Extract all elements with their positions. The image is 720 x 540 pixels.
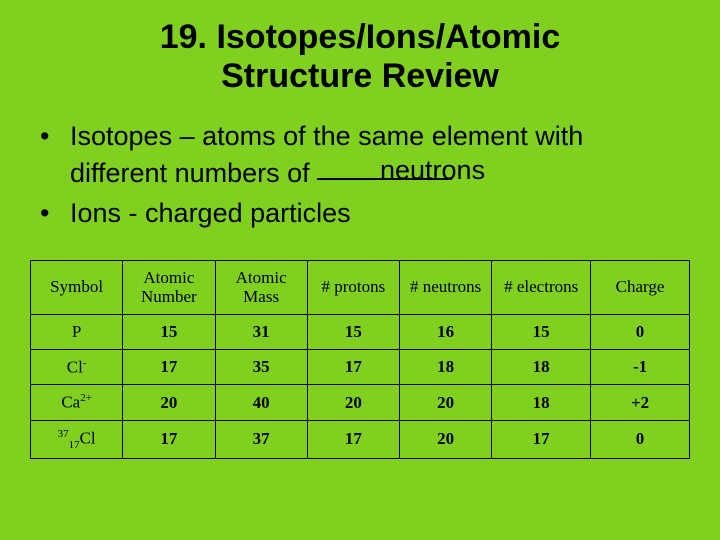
table-cell: 35 [215, 349, 307, 385]
table-row: Cl-1735171818-1 [31, 349, 690, 385]
table-cell: 0 [591, 420, 690, 458]
slide-title: 19. Isotopes/Ions/Atomic Structure Revie… [30, 18, 690, 96]
table-cell: 20 [123, 385, 215, 421]
table-row: Ca2+2040202018+2 [31, 385, 690, 421]
slide: 19. Isotopes/Ions/Atomic Structure Revie… [0, 0, 720, 540]
table-cell: Ca2+ [31, 385, 123, 421]
table-cell: 18 [400, 349, 492, 385]
isotopes-def-line2-prefix: different numbers of [70, 158, 317, 188]
table-header-cell: # protons [307, 260, 399, 314]
table-cell: 17 [123, 420, 215, 458]
table-header-cell: AtomicNumber [123, 260, 215, 314]
table-cell: P [31, 314, 123, 349]
table-cell: +2 [591, 385, 690, 421]
table-header-row: SymbolAtomicNumberAtomicMass# protons# n… [31, 260, 690, 314]
bullet-item: • Ions - charged particles [40, 195, 690, 231]
table-header-cell: # neutrons [400, 260, 492, 314]
table-cell: 3717Cl [31, 420, 123, 458]
ions-answer: charged particles [145, 198, 351, 228]
isotopes-answer: neutrons [380, 152, 485, 188]
table-cell: 15 [492, 314, 591, 349]
bullet-text: Ions - charged particles [70, 195, 690, 231]
table-row: P15311516150 [31, 314, 690, 349]
title-line-1: 19. Isotopes/Ions/Atomic [160, 18, 561, 56]
table-cell: 31 [215, 314, 307, 349]
table-cell: 15 [123, 314, 215, 349]
table-cell: 18 [492, 385, 591, 421]
table-cell: 17 [307, 349, 399, 385]
table-cell: 17 [123, 349, 215, 385]
table-header-cell: # electrons [492, 260, 591, 314]
table-cell: -1 [591, 349, 690, 385]
bullet-list: • Isotopes – atoms of the same element w… [30, 118, 690, 231]
bullet-item: • Isotopes – atoms of the same element w… [40, 118, 690, 191]
table-header-cell: Symbol [31, 260, 123, 314]
table-header-cell: Charge [591, 260, 690, 314]
table-cell: 18 [492, 349, 591, 385]
table-cell: Cl- [31, 349, 123, 385]
isotopes-def-line1: Isotopes – atoms of the same element wit… [70, 121, 583, 151]
table-header-cell: AtomicMass [215, 260, 307, 314]
table-cell: 15 [307, 314, 399, 349]
table-cell: 37 [215, 420, 307, 458]
ions-prefix: Ions - [70, 198, 145, 228]
table-cell: 20 [307, 385, 399, 421]
bullet-text: Isotopes – atoms of the same element wit… [70, 118, 690, 191]
table-cell: 20 [400, 385, 492, 421]
bullet-dot-icon: • [40, 195, 70, 231]
table-cell: 20 [400, 420, 492, 458]
bullet-dot-icon: • [40, 118, 70, 154]
table-cell: 16 [400, 314, 492, 349]
title-line-2: Structure Review [221, 57, 499, 95]
table-cell: 0 [591, 314, 690, 349]
table-cell: 40 [215, 385, 307, 421]
table-cell: 17 [492, 420, 591, 458]
table-cell: 17 [307, 420, 399, 458]
isotope-table: SymbolAtomicNumberAtomicMass# protons# n… [30, 260, 690, 459]
table-row: 3717Cl17371720170 [31, 420, 690, 458]
